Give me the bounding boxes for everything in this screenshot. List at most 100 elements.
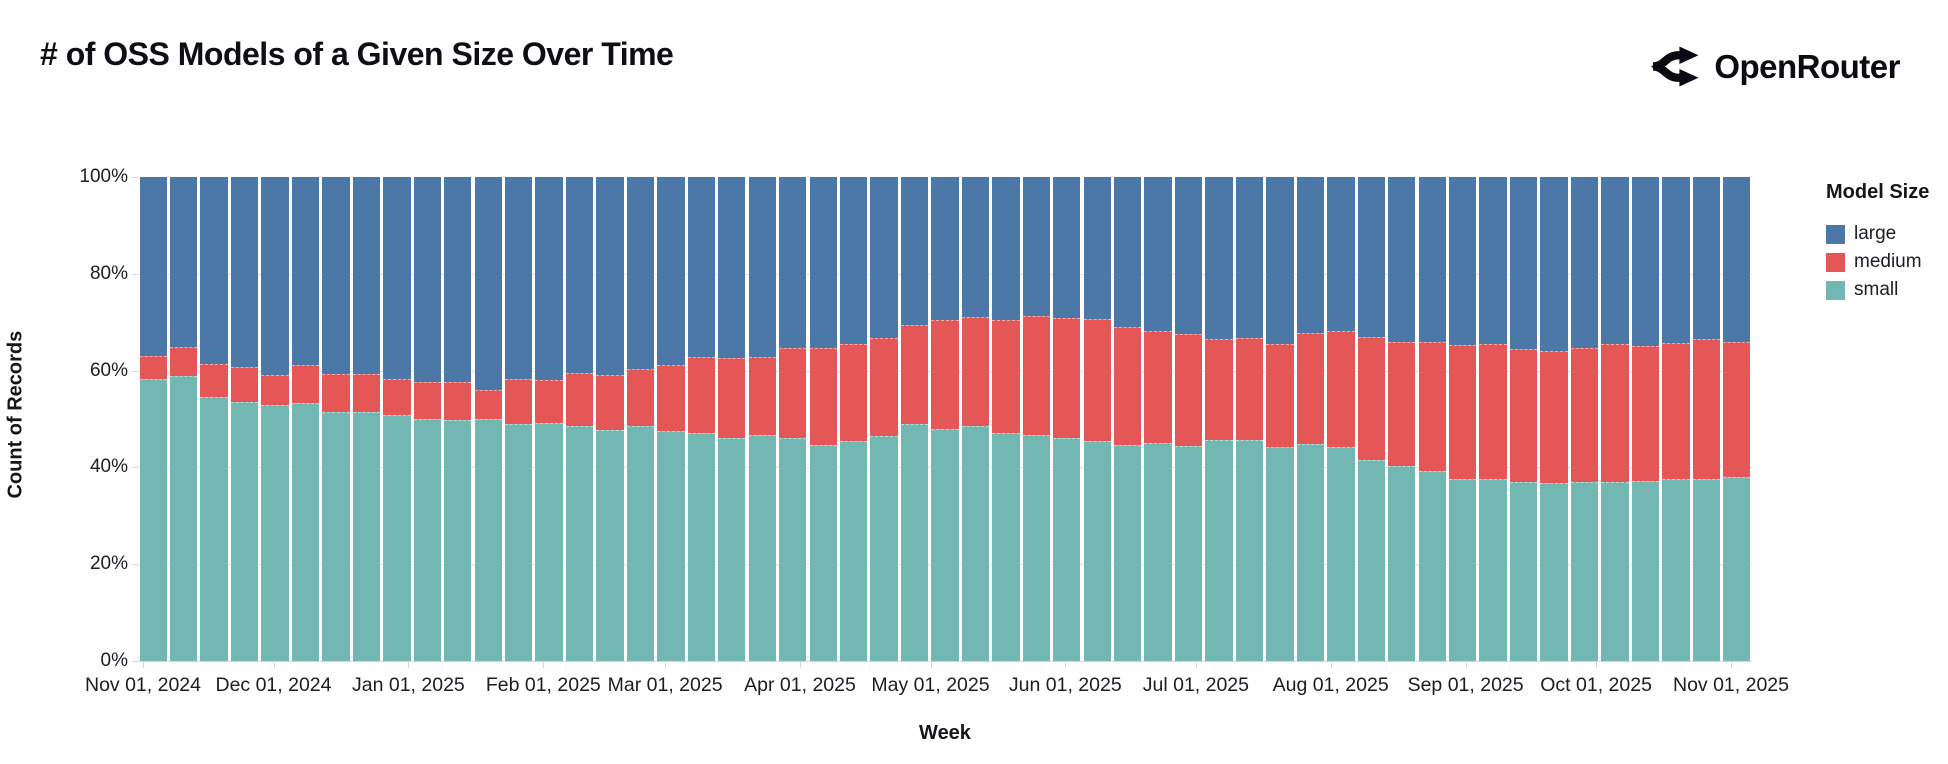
bar-segment-large[interactable]: [322, 177, 350, 374]
bar-segment-small[interactable]: [870, 435, 898, 661]
bar-segment-large[interactable]: [261, 177, 289, 375]
bar-segment-large[interactable]: [413, 177, 441, 383]
bar-segment-small[interactable]: [1083, 440, 1111, 661]
bar-segment-medium[interactable]: [1601, 344, 1629, 482]
bar-segment-large[interactable]: [1631, 177, 1660, 346]
bar-week-2025-08-17[interactable]: [1418, 177, 1446, 661]
bar-segment-medium[interactable]: [1479, 344, 1507, 479]
bar-segment-large[interactable]: [1174, 177, 1203, 335]
bar-week-2025-08-24[interactable]: [1449, 177, 1477, 661]
bar-segment-large[interactable]: [626, 177, 655, 369]
bar-week-2025-09-28[interactable]: [1601, 177, 1629, 661]
bar-segment-medium[interactable]: [1114, 327, 1142, 446]
bar-segment-large[interactable]: [1114, 177, 1142, 328]
bar-segment-small[interactable]: [687, 433, 716, 661]
bar-segment-medium[interactable]: [352, 374, 381, 413]
bar-segment-medium[interactable]: [565, 373, 594, 427]
bar-segment-small[interactable]: [626, 425, 655, 661]
bar-week-2025-06-08[interactable]: [1114, 177, 1142, 661]
bar-segment-medium[interactable]: [1449, 345, 1477, 480]
bar-segment-large[interactable]: [352, 177, 381, 374]
bar-week-2025-01-26[interactable]: [535, 177, 563, 661]
bar-segment-large[interactable]: [1296, 177, 1325, 333]
bar-week-2025-05-18[interactable]: [1022, 177, 1051, 661]
bar-week-2025-01-05[interactable]: [444, 177, 472, 661]
bar-segment-large[interactable]: [1662, 177, 1690, 343]
bar-segment-large[interactable]: [1692, 177, 1720, 340]
bar-segment-large[interactable]: [1022, 177, 1051, 317]
bar-segment-medium[interactable]: [1570, 347, 1599, 482]
bar-segment-medium[interactable]: [261, 374, 289, 406]
bar-segment-large[interactable]: [200, 177, 228, 365]
bar-segment-medium[interactable]: [1540, 351, 1568, 484]
bar-week-2024-10-27[interactable]: [139, 177, 167, 661]
bar-segment-medium[interactable]: [535, 380, 563, 424]
bar-week-2025-06-15[interactable]: [1144, 177, 1172, 661]
bar-segment-large[interactable]: [870, 177, 898, 339]
bar-segment-small[interactable]: [504, 423, 533, 661]
bar-segment-small[interactable]: [1022, 434, 1051, 661]
bar-segment-medium[interactable]: [779, 347, 807, 439]
bar-week-2024-12-22[interactable]: [383, 177, 411, 661]
bar-segment-large[interactable]: [596, 177, 624, 376]
bar-segment-small[interactable]: [352, 412, 381, 661]
bar-segment-small[interactable]: [1114, 445, 1142, 661]
bar-segment-small[interactable]: [1418, 470, 1446, 661]
bar-segment-small[interactable]: [1327, 446, 1355, 661]
bar-segment-small[interactable]: [1205, 439, 1233, 661]
bar-week-2025-06-01[interactable]: [1083, 177, 1111, 661]
bar-segment-large[interactable]: [961, 177, 990, 318]
bar-segment-small[interactable]: [657, 430, 685, 661]
bar-segment-small[interactable]: [839, 440, 868, 661]
bar-segment-large[interactable]: [1053, 177, 1081, 318]
bar-segment-large[interactable]: [1083, 177, 1111, 320]
bar-segment-medium[interactable]: [1296, 332, 1325, 445]
bar-segment-medium[interactable]: [657, 365, 685, 431]
bar-week-2025-04-20[interactable]: [900, 177, 929, 661]
bar-segment-small[interactable]: [961, 426, 990, 661]
bar-segment-medium[interactable]: [1388, 342, 1416, 466]
bar-segment-large[interactable]: [230, 177, 259, 368]
bar-segment-small[interactable]: [1388, 465, 1416, 661]
bar-segment-medium[interactable]: [383, 378, 411, 416]
bar-segment-medium[interactable]: [1083, 319, 1111, 441]
bar-segment-small[interactable]: [230, 401, 259, 661]
bar-segment-large[interactable]: [1570, 177, 1599, 348]
bar-segment-small[interactable]: [1601, 481, 1629, 661]
bar-segment-small[interactable]: [1053, 438, 1081, 661]
bar-segment-large[interactable]: [1388, 177, 1416, 343]
bar-week-2024-11-10[interactable]: [200, 177, 228, 661]
bar-segment-medium[interactable]: [1662, 342, 1690, 480]
bar-segment-large[interactable]: [1327, 177, 1355, 332]
bar-segment-small[interactable]: [413, 419, 441, 661]
bar-segment-small[interactable]: [931, 429, 959, 661]
bar-segment-medium[interactable]: [1053, 317, 1081, 439]
bar-segment-medium[interactable]: [1205, 338, 1233, 440]
bar-segment-large[interactable]: [748, 177, 776, 358]
bar-segment-medium[interactable]: [992, 319, 1020, 433]
bar-segment-large[interactable]: [931, 177, 959, 320]
bar-week-2025-02-02[interactable]: [565, 177, 594, 661]
bar-segment-medium[interactable]: [1327, 331, 1355, 447]
bar-segment-small[interactable]: [261, 405, 289, 661]
bar-segment-medium[interactable]: [230, 367, 259, 402]
bar-segment-small[interactable]: [1449, 479, 1477, 661]
bar-week-2025-09-14[interactable]: [1540, 177, 1568, 661]
bar-segment-medium[interactable]: [870, 338, 898, 436]
bar-segment-large[interactable]: [383, 177, 411, 379]
bar-week-2025-02-16[interactable]: [626, 177, 655, 661]
bar-week-2025-09-07[interactable]: [1509, 177, 1538, 661]
bar-segment-large[interactable]: [170, 177, 198, 347]
bar-week-2025-08-10[interactable]: [1388, 177, 1416, 661]
bar-segment-small[interactable]: [718, 438, 746, 661]
bar-segment-small[interactable]: [900, 423, 929, 661]
bar-segment-large[interactable]: [718, 177, 746, 359]
bar-week-2025-06-22[interactable]: [1174, 177, 1203, 661]
bar-segment-medium[interactable]: [1418, 341, 1446, 471]
bar-week-2025-10-19[interactable]: [1692, 177, 1720, 661]
bar-week-2025-03-23[interactable]: [779, 177, 807, 661]
bar-segment-medium[interactable]: [1144, 330, 1172, 444]
bar-segment-large[interactable]: [504, 177, 533, 379]
bar-segment-small[interactable]: [809, 445, 837, 661]
bar-segment-medium[interactable]: [718, 358, 746, 439]
